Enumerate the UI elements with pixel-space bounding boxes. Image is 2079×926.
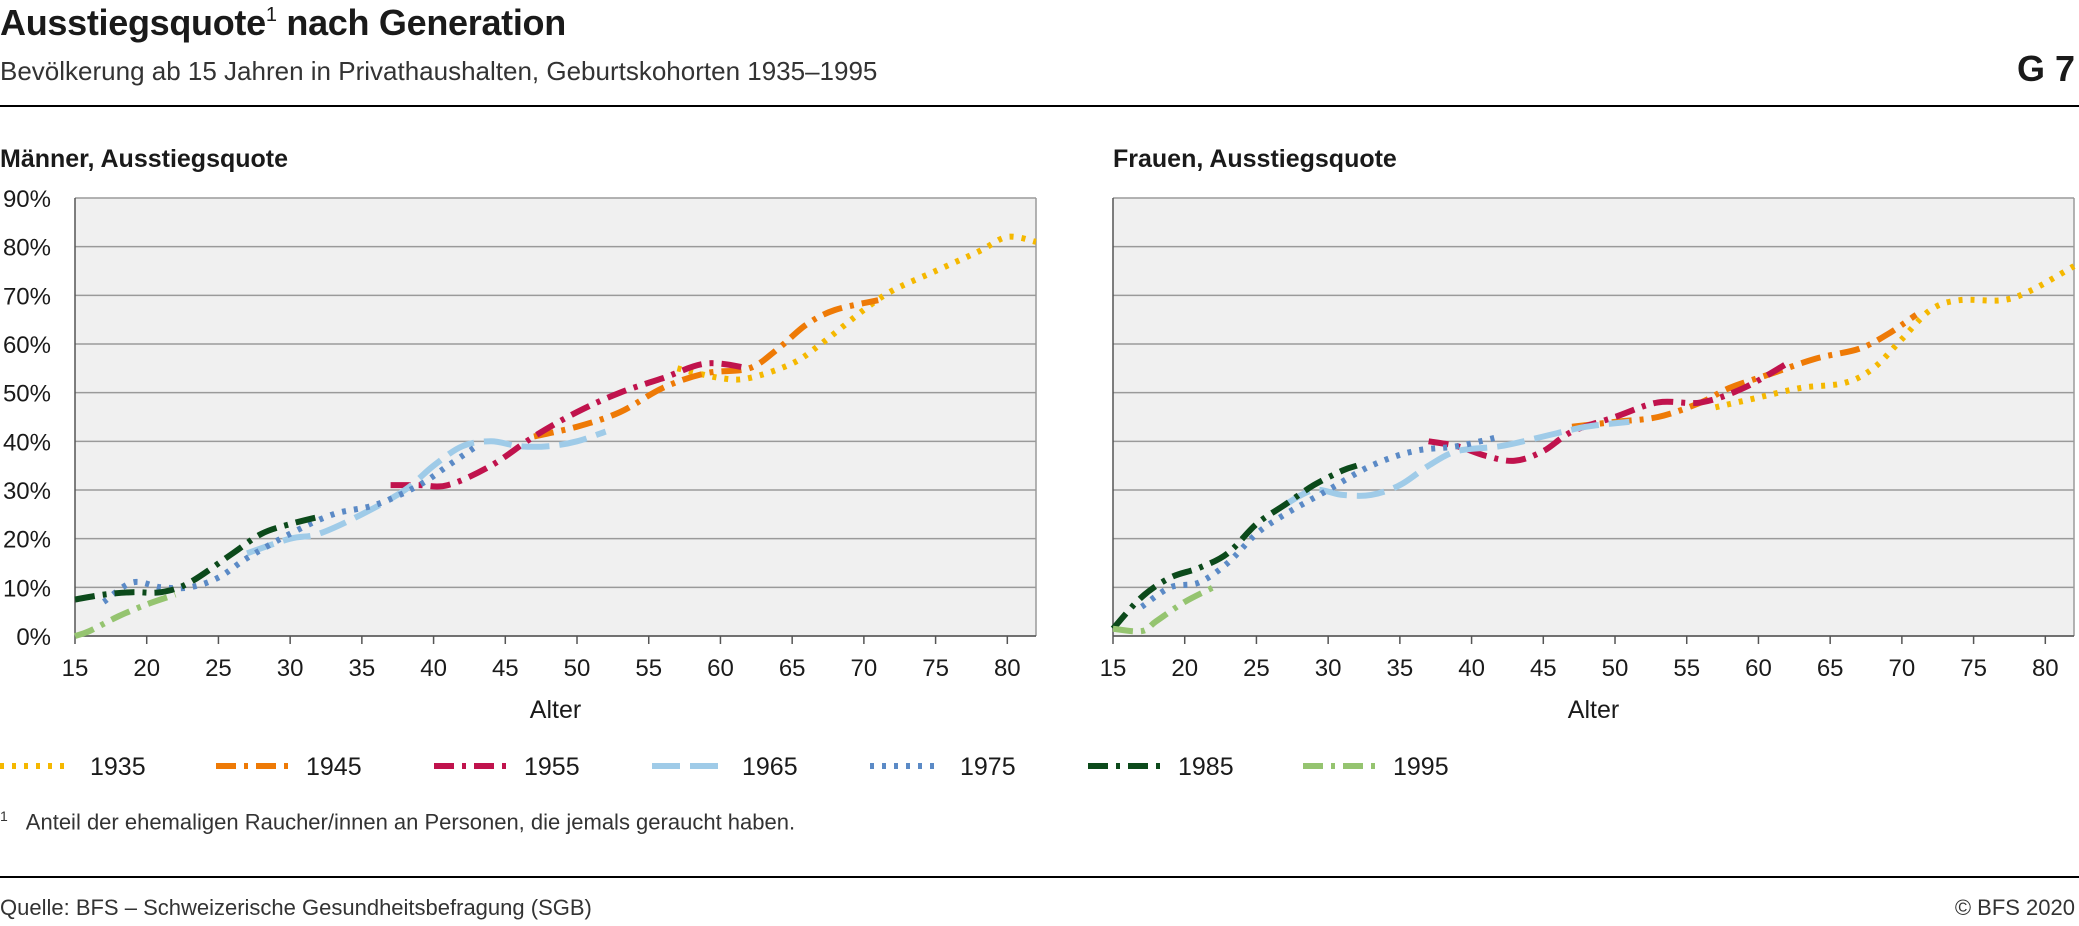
legend-label-1975: 1975 — [960, 753, 1016, 781]
chart-title: Männer, Ausstiegsquote — [0, 145, 288, 173]
x-tick-label: 15 — [62, 655, 89, 682]
x-tick-label: 80 — [994, 655, 1021, 682]
x-tick-label: 65 — [1817, 655, 1844, 682]
legend-label-1965: 1965 — [742, 753, 798, 781]
x-tick-label: 75 — [922, 655, 949, 682]
x-tick-label: 30 — [1315, 655, 1342, 682]
chart-title: Frauen, Ausstiegsquote — [1113, 145, 1397, 173]
page-title: Ausstiegsquote1 nach Generation — [0, 2, 566, 43]
x-tick-label: 15 — [1100, 655, 1127, 682]
chart-panel: Männer, Ausstiegsquote 0% 10% 20% 30% 40% 50% 6… — [0, 145, 1037, 724]
legend-label-1995: 1995 — [1393, 753, 1449, 781]
y-tick-label: 40% — [3, 429, 51, 456]
x-tick-label: 20 — [1171, 655, 1198, 682]
chart-panel: Frauen, Ausstiegsquote 15 20 25 30 35 40 45 50 55… — [1100, 145, 2076, 724]
x-tick-label: 50 — [1602, 655, 1629, 682]
y-tick-label: 30% — [3, 478, 51, 505]
series-line-1965 — [1283, 418, 1630, 508]
x-tick-label: 70 — [851, 655, 878, 682]
y-tick-label: 80% — [3, 235, 51, 262]
series-line-1945 — [533, 297, 879, 440]
x-tick-label: 25 — [205, 655, 232, 682]
series-line-1985 — [1110, 462, 1358, 631]
plot-background — [1113, 198, 2074, 636]
x-tick-label: 75 — [1960, 655, 1987, 682]
x-tick-label: 60 — [1745, 655, 1772, 682]
x-tick-label: 55 — [1673, 655, 1700, 682]
x-tick-label: 70 — [1889, 655, 1916, 682]
y-tick-label: 10% — [3, 575, 51, 602]
series-line-1935 — [676, 233, 1037, 383]
x-tick-label: 35 — [349, 655, 376, 682]
copyright: © BFS 2020 — [1954, 895, 2075, 920]
series-line-1975 — [101, 443, 479, 605]
y-tick-label: 0% — [16, 624, 51, 651]
y-tick-label: 70% — [3, 283, 51, 310]
legend-label-1985: 1985 — [1178, 753, 1234, 781]
x-tick-label: 55 — [635, 655, 662, 682]
x-axis-label: Alter — [1568, 696, 1619, 724]
chart-area: Männer, Ausstiegsquote 0% 10% 20% 30% 40% 50% 6… — [0, 145, 2076, 781]
y-tick-label: 50% — [3, 381, 51, 408]
header-divider — [0, 105, 2079, 107]
x-tick-label: 45 — [1530, 655, 1557, 682]
legend: 1935 1945 1955 1965 1975 1985 1995 — [0, 753, 1449, 781]
plot-background — [75, 198, 1036, 636]
series-line-1995 — [74, 591, 177, 639]
footnote: 1 Anteil der ehemaligen Raucher/innen an … — [0, 808, 796, 835]
footer-divider — [0, 876, 2079, 878]
series-line-1955 — [1428, 360, 1789, 464]
x-tick-label: 45 — [492, 655, 519, 682]
x-tick-label: 50 — [564, 655, 591, 682]
x-tick-label: 25 — [1243, 655, 1270, 682]
x-tick-label: 40 — [420, 655, 447, 682]
page-subtitle: Bevölkerung ab 15 Jahren in Privathausha… — [0, 56, 878, 86]
x-tick-label: 65 — [779, 655, 806, 682]
x-tick-label: 80 — [2032, 655, 2059, 682]
x-tick-label: 40 — [1458, 655, 1485, 682]
legend-label-1955: 1955 — [524, 753, 580, 781]
legend-label-1935: 1935 — [90, 753, 146, 781]
y-tick-label: 60% — [3, 332, 51, 359]
source-note: Quelle: BFS – Schweizerische Gesundheits… — [0, 895, 592, 920]
x-axis-label: Alter — [530, 696, 581, 724]
y-tick-label: 90% — [3, 186, 51, 213]
series-line-1955 — [390, 360, 750, 490]
x-tick-label: 30 — [277, 655, 304, 682]
series-line-1935 — [1714, 263, 2076, 411]
series-line-1995 — [1112, 584, 1215, 635]
x-tick-label: 60 — [707, 655, 734, 682]
y-tick-label: 20% — [3, 527, 51, 554]
x-tick-label: 20 — [133, 655, 160, 682]
graphic-code: G 7 — [2016, 48, 2075, 89]
legend-label-1945: 1945 — [306, 753, 362, 781]
x-tick-label: 35 — [1387, 655, 1414, 682]
